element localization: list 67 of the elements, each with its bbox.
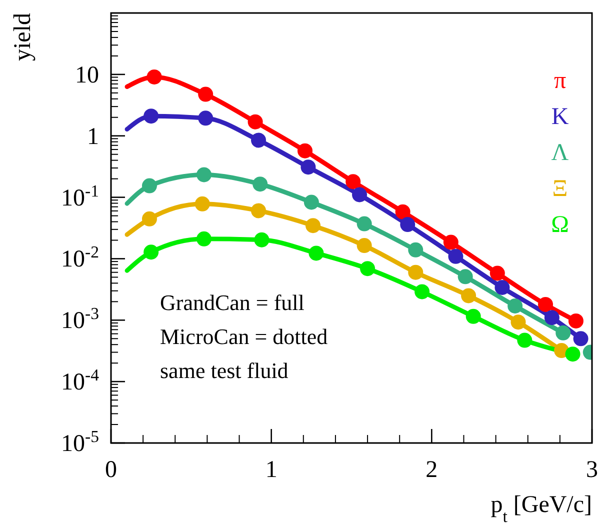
point [254, 232, 270, 248]
point [448, 248, 464, 264]
point [510, 314, 526, 330]
y-tick-label: 10$^{-4}$ [61, 365, 100, 396]
y-tick-label: 10 [75, 62, 99, 88]
point [568, 313, 584, 328]
point [466, 308, 481, 324]
text: K [551, 104, 570, 130]
text: Ω [551, 212, 569, 238]
point [443, 234, 458, 250]
annotation: same test fluid [160, 358, 288, 383]
annotation: MicroCan = dotted [160, 324, 328, 349]
point [408, 242, 424, 258]
point [356, 216, 372, 232]
text: Ξ [552, 176, 568, 202]
point [573, 331, 588, 346]
point [494, 280, 510, 295]
point [146, 69, 162, 84]
point [308, 246, 324, 261]
y-tick-label: 10$^{-5}$ [61, 426, 99, 457]
point [538, 296, 554, 312]
annotation: GrandCan = full [160, 290, 304, 315]
point [298, 143, 313, 158]
x-tick-label: 1 [265, 457, 278, 483]
point [508, 298, 523, 314]
point [556, 325, 571, 340]
y-tick-label: 10$^{-1}$ [61, 180, 99, 212]
point [306, 218, 321, 234]
point [408, 264, 424, 280]
point [414, 284, 430, 300]
y-tick-label: 1 [87, 124, 99, 150]
point [360, 261, 376, 276]
point [356, 238, 372, 254]
point [252, 176, 268, 192]
point [198, 110, 214, 126]
y-axis-title: yield [10, 13, 36, 61]
x-tick-label: 2 [426, 457, 438, 483]
point [490, 266, 505, 281]
point [395, 204, 410, 220]
point [196, 167, 212, 182]
point [196, 231, 212, 246]
x-tick-label: 0 [105, 457, 117, 483]
text: π [554, 68, 566, 94]
x-axis-title: p$_{t}$ [GeV/c] [490, 492, 592, 523]
point [144, 108, 159, 124]
y-tick-label: 10$^{-2}$ [61, 242, 99, 273]
y-tick-label: 10$^{-3}$ [61, 304, 99, 334]
point [248, 114, 263, 130]
point [461, 288, 476, 304]
point [300, 160, 316, 175]
point [142, 211, 157, 226]
point [517, 332, 532, 348]
point [400, 217, 416, 232]
point [352, 187, 368, 202]
point [251, 132, 266, 148]
point [144, 244, 159, 260]
point [458, 269, 473, 284]
point [565, 346, 580, 362]
point [346, 174, 361, 190]
point [544, 310, 560, 326]
point [251, 203, 266, 218]
x-tick-label: 3 [586, 457, 598, 483]
point [198, 86, 214, 102]
point [194, 196, 210, 212]
point [304, 194, 319, 210]
point [142, 178, 157, 194]
text: Λ [551, 140, 570, 166]
